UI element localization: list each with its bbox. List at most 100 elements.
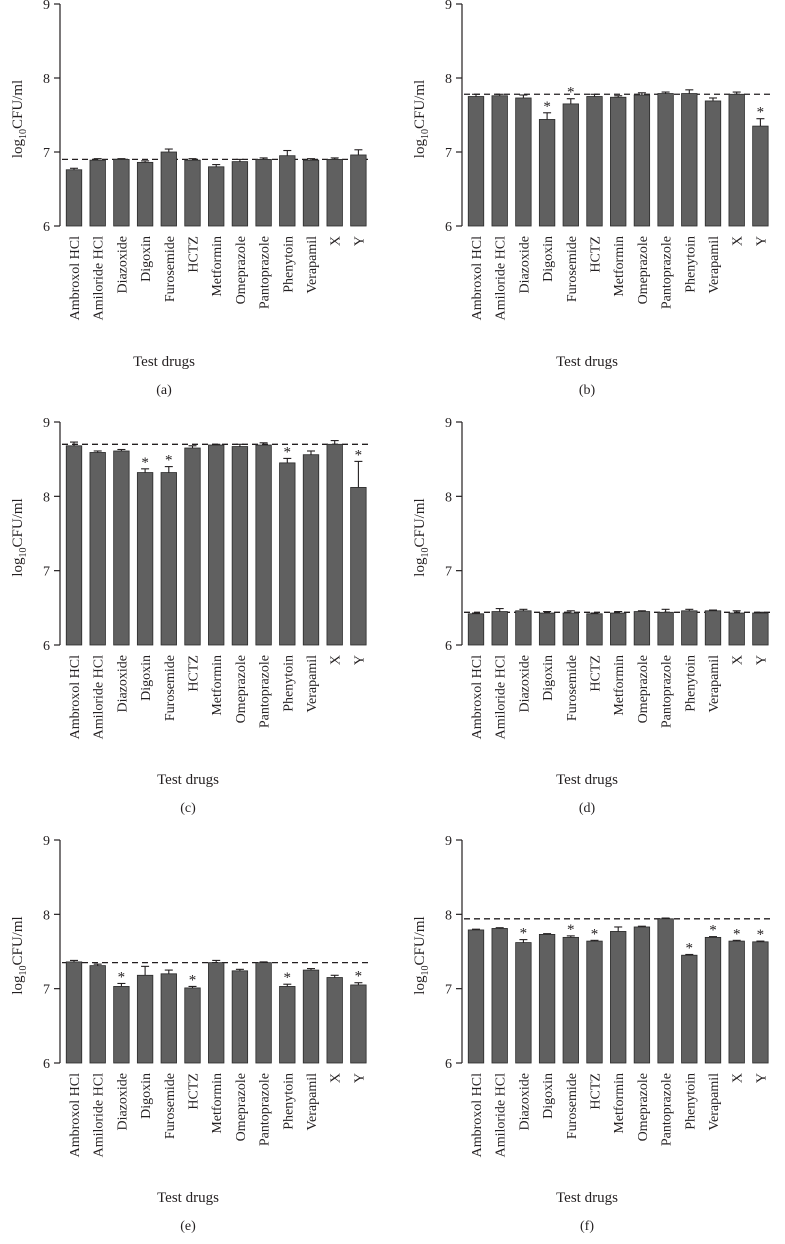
error-bar xyxy=(566,98,575,104)
x-tick-label: Amiloride HCl xyxy=(494,1073,509,1157)
y-tick-label: 7 xyxy=(43,565,50,580)
x-tick-label: Ambroxol HCl xyxy=(68,236,83,321)
x-tick-label: Amiloride HCl xyxy=(494,236,509,320)
panel-label: (a) xyxy=(156,383,172,398)
x-tick-label: Ambroxol HCl xyxy=(470,236,485,321)
x-tick-label: Verapamil xyxy=(707,655,722,713)
error-bar xyxy=(70,167,78,170)
bar xyxy=(255,158,272,227)
error-bar xyxy=(307,158,315,161)
error-bar xyxy=(212,959,221,963)
bar xyxy=(136,472,154,646)
error-bar xyxy=(519,939,528,943)
bar xyxy=(326,977,343,1064)
bar xyxy=(467,929,485,1064)
bar xyxy=(515,610,532,646)
x-tick-label: Ambroxol HCl xyxy=(68,655,83,740)
x-tick-label: Pantoprazole xyxy=(660,236,675,309)
bar xyxy=(467,613,485,646)
bar xyxy=(491,611,508,646)
error-bar xyxy=(307,968,315,971)
bar xyxy=(752,612,769,646)
y-tick-label: 8 xyxy=(43,490,50,505)
x-tick-label: Verapamil xyxy=(707,236,722,294)
bar xyxy=(279,155,296,227)
x-axis-title: Test drugs xyxy=(556,1190,618,1206)
x-tick-label: Metformin xyxy=(612,655,627,716)
bar xyxy=(586,940,603,1064)
error-bar xyxy=(164,148,173,152)
bar xyxy=(231,970,249,1064)
bar xyxy=(657,611,674,646)
error-bar xyxy=(709,97,717,101)
error-bar xyxy=(756,611,765,614)
bar xyxy=(681,610,698,646)
y-tick-label: 7 xyxy=(445,565,452,580)
panel-label: (e) xyxy=(180,1219,196,1234)
error-bar xyxy=(117,448,126,451)
bar xyxy=(752,125,769,227)
panel-label: (d) xyxy=(579,801,596,816)
x-tick-label: Amiloride HCl xyxy=(92,1073,107,1157)
bar xyxy=(728,940,745,1064)
significance-star: * xyxy=(567,85,575,101)
significance-star: * xyxy=(189,972,197,988)
x-tick-label: Pantoprazole xyxy=(258,655,273,728)
x-tick-label: Digoxin xyxy=(139,1073,154,1119)
y-tick-label: 7 xyxy=(43,983,50,998)
x-tick-label: Phenytoin xyxy=(281,236,296,293)
error-bar xyxy=(212,164,221,167)
error-bar xyxy=(732,610,741,614)
error-bar xyxy=(637,92,646,96)
x-tick-label: Y xyxy=(754,655,769,665)
error-bar xyxy=(235,443,244,447)
x-tick-label: Furosemide xyxy=(163,1073,178,1139)
x-tick-label: Omeprazole xyxy=(636,1073,651,1141)
error-bar xyxy=(354,460,363,488)
x-tick-label: Phenytoin xyxy=(683,655,698,712)
y-tick-label: 9 xyxy=(445,0,452,13)
bar xyxy=(350,984,367,1064)
error-bar xyxy=(472,612,480,614)
bar xyxy=(562,936,579,1064)
x-tick-label: HCTZ xyxy=(187,655,202,692)
significance-star: * xyxy=(567,922,575,938)
error-bar xyxy=(188,158,197,161)
x-tick-label: Y xyxy=(352,655,367,665)
bar xyxy=(562,103,579,227)
x-tick-label: Verapamil xyxy=(305,236,320,294)
panel-a: 6 7 8 9 log10CFU/ml Ambroxol HCl Amiloride HCl… xyxy=(10,0,371,398)
error-bar xyxy=(756,118,765,127)
significance-star: * xyxy=(284,970,292,986)
error-bar xyxy=(354,982,363,985)
x-tick-label: HCTZ xyxy=(589,236,604,273)
x-axis-title: Test drugs xyxy=(157,1190,219,1206)
x-tick-label: Furosemide xyxy=(565,655,580,721)
bar xyxy=(350,487,367,646)
x-tick-label: Ambroxol HCl xyxy=(470,1073,485,1158)
error-bar xyxy=(330,157,339,160)
significance-star: * xyxy=(686,940,694,956)
error-bar xyxy=(590,612,599,614)
x-tick-label: Digoxin xyxy=(541,1073,556,1119)
bar xyxy=(136,974,154,1064)
y-axis-title: log10CFU/ml xyxy=(10,80,29,158)
bar xyxy=(633,926,651,1064)
x-tick-label: Diazoxide xyxy=(115,236,130,294)
y-axis-title: log10CFU/ml xyxy=(412,916,431,994)
y-tick-label: 8 xyxy=(43,72,50,87)
x-tick-label: Phenytoin xyxy=(683,1073,698,1130)
error-bar xyxy=(472,93,480,97)
x-tick-label: Omeprazole xyxy=(636,655,651,723)
error-bar xyxy=(566,935,575,938)
bar xyxy=(610,612,627,646)
error-bar xyxy=(141,965,150,976)
x-tick-label: Y xyxy=(352,1073,367,1083)
x-axis-title: Test drugs xyxy=(157,772,219,788)
y-tick-label: 8 xyxy=(445,908,452,923)
bar xyxy=(160,973,177,1064)
bar xyxy=(302,969,320,1064)
error-bar xyxy=(259,157,268,160)
bar xyxy=(491,928,508,1064)
panel-e: * * * * 6 7 8 9 log10CFU/ml Ambroxol HCl Amiloride… xyxy=(10,834,371,1234)
